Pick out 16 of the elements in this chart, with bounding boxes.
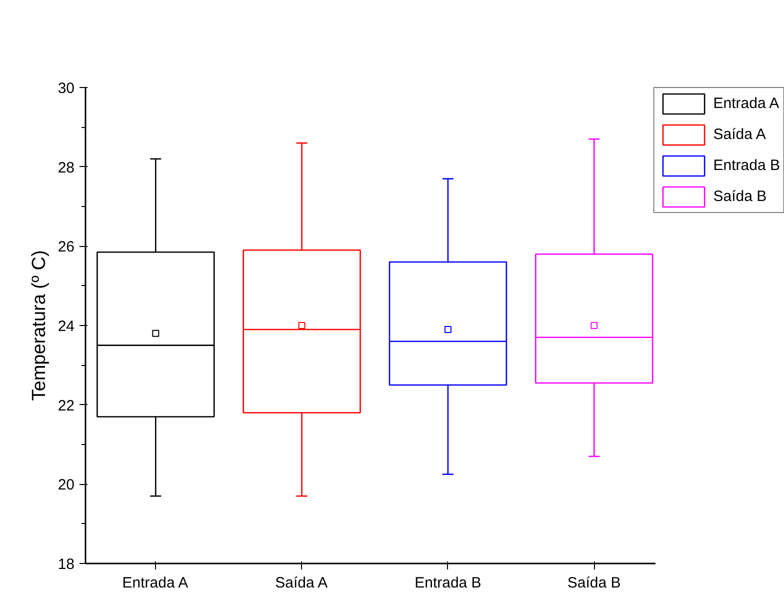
x-tick-label: Entrada A [122, 574, 188, 592]
y-tick-label: 30 [58, 80, 75, 97]
y-tick-label: 18 [58, 556, 75, 573]
x-tick-label: Entrada B [414, 574, 482, 592]
x-tick-label: Saída A [275, 574, 328, 592]
legend-label: Entrada A [713, 95, 780, 112]
y-tick-label: 26 [58, 238, 75, 256]
x-tick-label: Saída B [567, 574, 621, 592]
y-tick-label: 20 [58, 476, 75, 494]
legend-label: Entrada B [713, 157, 780, 174]
y-tick-label: 22 [58, 397, 75, 414]
legend-label: Saída B [713, 188, 767, 205]
legend-label: Saída A [713, 126, 766, 143]
y-tick-label: 28 [58, 159, 75, 176]
y-tick-label: 24 [58, 318, 75, 335]
y-axis-title: Temperatura (º C) [28, 250, 50, 401]
